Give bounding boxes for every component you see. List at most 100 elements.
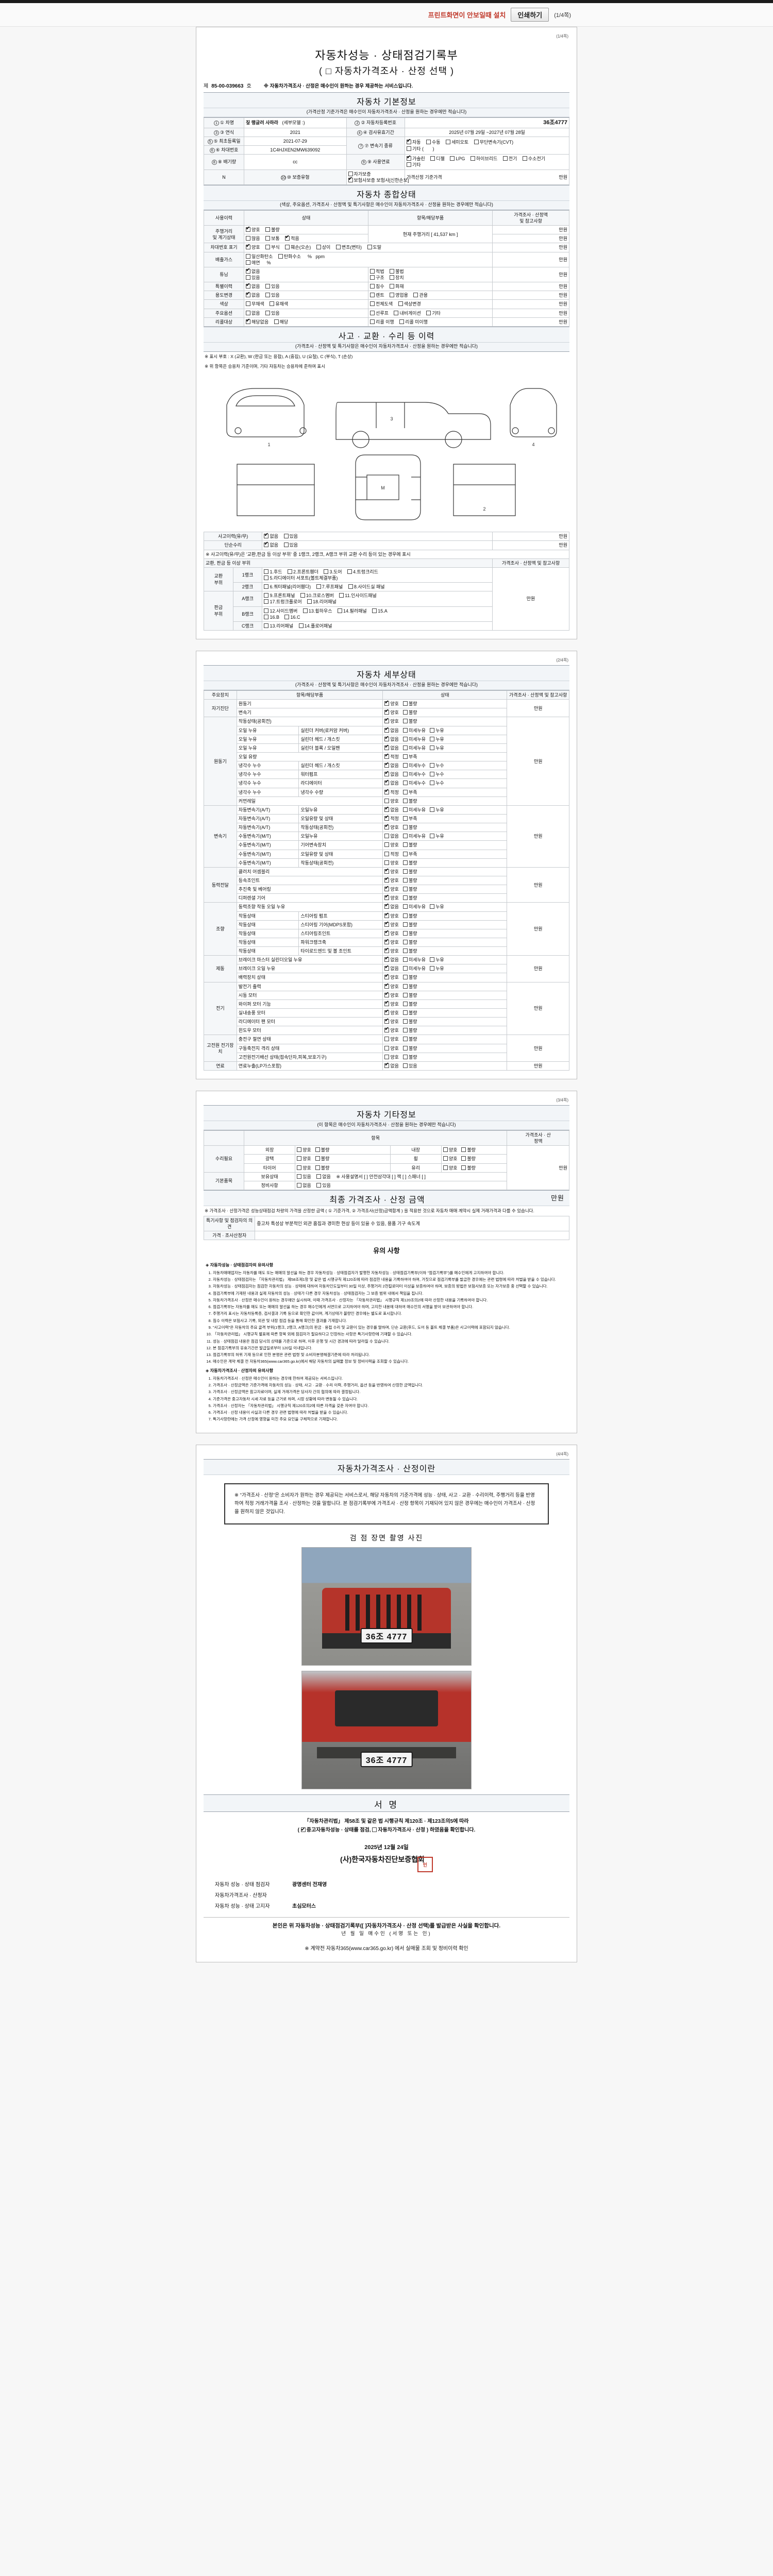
option-양호[interactable]: 양호	[384, 1008, 399, 1016]
option-불량[interactable]: 불량	[402, 939, 417, 945]
option-exists[interactable]: 있음	[283, 533, 298, 539]
option-미세누유[interactable]: 미세누유	[402, 965, 426, 972]
option-navigation[interactable]: 내비게이션	[394, 310, 421, 316]
option-front-fender[interactable]: 2.프론트휀더	[288, 569, 318, 575]
photo-front[interactable]: 36조 4777	[301, 1547, 472, 1666]
option-exists[interactable]: 있음	[265, 283, 280, 290]
option-normal[interactable]: 보통	[265, 235, 280, 242]
option-chromatic[interactable]: 유채색	[270, 301, 288, 307]
checkbox-price-appraisal[interactable]	[372, 1827, 377, 1833]
option-co[interactable]: 일산화탄소	[245, 253, 273, 260]
option-불량[interactable]: 불량	[402, 1019, 417, 1025]
option-누유[interactable]: 누유	[430, 807, 444, 813]
car-damage-diagram[interactable]: 1 3 4 M	[204, 371, 569, 532]
option-not-applicable[interactable]: 해당없음	[245, 317, 268, 325]
option-불량[interactable]: 불량	[402, 701, 417, 707]
option-불량[interactable]: 불량	[402, 1054, 417, 1060]
option-누유[interactable]: 누유	[430, 833, 444, 839]
option-hybrid[interactable]: 하이브리드	[470, 156, 497, 162]
option-quarter-panel[interactable]: 6.쿼터패널(리어휀다)	[264, 584, 311, 590]
option-none[interactable]: 없음	[245, 291, 260, 298]
option-불량[interactable]: 불량	[402, 992, 417, 998]
option-trunk-floor[interactable]: 17.트렁크플로어	[264, 599, 302, 605]
option-exists[interactable]: 있음	[283, 542, 298, 548]
option-hydrogen[interactable]: 수소전기	[522, 156, 545, 162]
option-누유[interactable]: 누유	[430, 904, 444, 910]
option-누유[interactable]: 누유	[430, 957, 444, 963]
option-electric[interactable]: 전기	[502, 156, 517, 162]
option-floor-panel[interactable]: 14.플로어패널	[298, 623, 332, 629]
option-불량[interactable]: 불량	[402, 922, 417, 928]
option-corrosion[interactable]: 부식	[265, 244, 280, 250]
option-적정[interactable]: 적정	[384, 788, 399, 795]
option-device[interactable]: 장치	[390, 275, 404, 281]
option-legal[interactable]: 적법	[370, 268, 384, 275]
option-양호[interactable]: 양호	[384, 973, 399, 980]
option-roof-panel[interactable]: 7.루프패널	[316, 584, 343, 590]
option-gasoline[interactable]: 가솔린	[406, 154, 425, 162]
option-altered[interactable]: 변조(변타)	[335, 244, 362, 250]
option-불량[interactable]: 불량	[402, 984, 417, 990]
option-transmission-etc[interactable]: 기타 ( )	[406, 146, 434, 152]
option-양호[interactable]: 양호	[384, 1036, 399, 1042]
option-rear-panel[interactable]: 18.리어패널	[307, 599, 337, 605]
option-적정[interactable]: 적정	[384, 752, 399, 760]
option-good[interactable]: 양호	[245, 225, 260, 233]
option-없음[interactable]: 없음	[384, 964, 399, 972]
option-없음[interactable]: 없음	[384, 833, 399, 839]
option-inside-panel[interactable]: 11.인사이드패널	[339, 592, 377, 599]
option-exists[interactable]: 있음	[245, 275, 260, 281]
option-누유[interactable]: 누유	[430, 965, 444, 972]
option-불량[interactable]: 불량	[402, 869, 417, 875]
option-양호[interactable]: 양호	[384, 842, 399, 848]
option-sunroof[interactable]: 선루프	[370, 310, 389, 316]
option-양호[interactable]: 양호	[384, 1026, 399, 1033]
option-none[interactable]: 없음	[264, 532, 278, 539]
print-button[interactable]: 인쇄하기	[511, 8, 549, 22]
option-없음[interactable]: 없음	[384, 735, 399, 742]
option-smoke[interactable]: 매연	[245, 260, 260, 266]
option-color-change[interactable]: 색상변경	[398, 301, 421, 307]
option-미세누수[interactable]: 미세누수	[402, 762, 426, 769]
option-부족[interactable]: 부족	[402, 789, 417, 795]
option-trunk-lid[interactable]: 4.트렁크리드	[347, 569, 378, 575]
option-누수[interactable]: 누수	[430, 762, 444, 769]
option-bad[interactable]: 불량	[461, 1165, 476, 1171]
option-양호[interactable]: 양호	[384, 717, 399, 724]
option-front-panel[interactable]: 9.프론트패널	[264, 592, 295, 599]
option-양호[interactable]: 양호	[384, 991, 399, 998]
option-불량[interactable]: 불량	[402, 948, 417, 954]
option-bad[interactable]: 불량	[461, 1156, 476, 1162]
option-양호[interactable]: 양호	[384, 893, 399, 901]
option-structure[interactable]: 구조	[370, 275, 384, 281]
option-양호[interactable]: 양호	[384, 946, 399, 954]
option-양호[interactable]: 양호	[384, 876, 399, 884]
option-누유[interactable]: 누유	[430, 736, 444, 742]
option-미세누유[interactable]: 미세누유	[402, 727, 426, 734]
option-없음[interactable]: 없음	[384, 805, 399, 813]
option-good[interactable]: 양호	[245, 243, 260, 250]
option-양호[interactable]: 양호	[384, 708, 399, 716]
option-etc[interactable]: 기타	[426, 310, 441, 316]
option-pillar-panel[interactable]: 14.필러패널	[338, 608, 367, 614]
option-없음[interactable]: 없음	[384, 770, 399, 777]
option-wheel-house[interactable]: 13.휠하우스	[303, 608, 332, 614]
option-있음[interactable]: 있음	[402, 1063, 417, 1069]
photo-rear[interactable]: 36조 4777	[301, 1671, 472, 1790]
option-hc[interactable]: 탄화수소	[278, 253, 301, 260]
option-불량[interactable]: 불량	[402, 1010, 417, 1016]
option-불량[interactable]: 불량	[402, 1001, 417, 1007]
option-불량[interactable]: 불량	[402, 842, 417, 848]
option-미세누수[interactable]: 미세누수	[402, 771, 426, 777]
option-누수[interactable]: 누수	[430, 771, 444, 777]
option-없음[interactable]: 없음	[384, 1061, 399, 1069]
option-미세누유[interactable]: 미세누유	[402, 833, 426, 839]
option-양호[interactable]: 양호	[384, 999, 399, 1007]
option-미세누유[interactable]: 미세누유	[402, 957, 426, 963]
option-양호[interactable]: 양호	[384, 982, 399, 990]
option-불량[interactable]: 불량	[402, 1036, 417, 1042]
option-radiator-support[interactable]: 5.라디에이터 서포트(볼트체결부품)	[264, 575, 338, 581]
option-없음[interactable]: 없음	[384, 743, 399, 751]
option-불량[interactable]: 불량	[402, 860, 417, 866]
option-rent[interactable]: 렌트	[370, 292, 384, 298]
